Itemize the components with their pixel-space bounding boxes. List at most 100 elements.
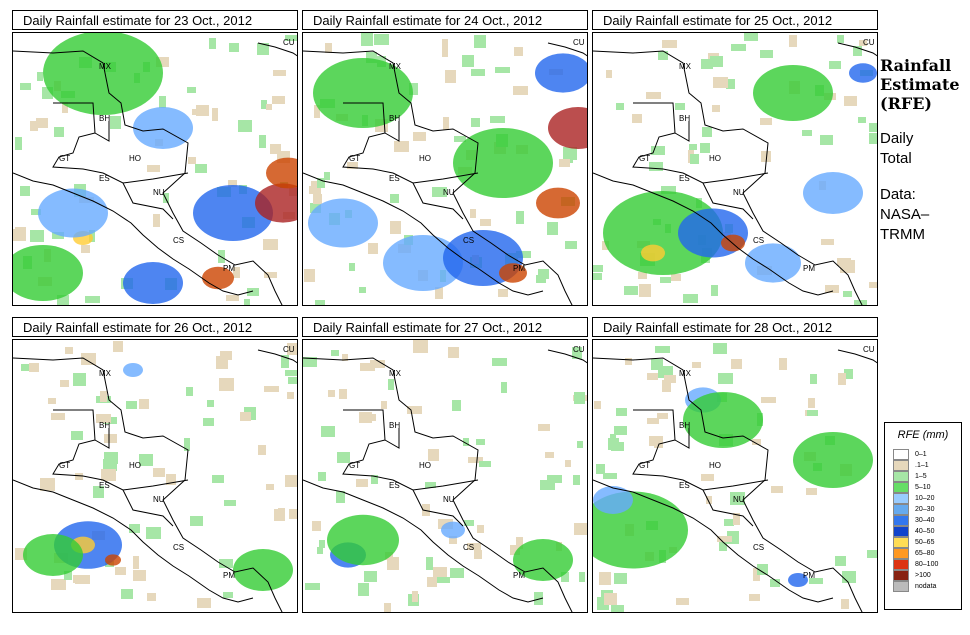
rain-cell xyxy=(810,374,817,384)
rainfall-map: MX BH GT HO ES NU CS PM CU xyxy=(12,339,298,613)
rain-cell xyxy=(449,536,457,544)
panel-title: Daily Rainfall estimate for 28 Oct., 201… xyxy=(592,317,878,337)
rain-cell xyxy=(646,92,661,99)
coastline-caribbean xyxy=(303,357,573,612)
rain-cell xyxy=(731,44,746,51)
rain-cell xyxy=(760,50,773,58)
rain-cell xyxy=(435,287,443,299)
panel-title: Daily Rainfall estimate for 26 Oct., 201… xyxy=(12,317,298,337)
rain-cell xyxy=(744,33,758,41)
period-line: Total xyxy=(880,150,912,167)
rain-cell xyxy=(289,509,297,519)
rain-cell xyxy=(100,391,107,402)
rain-cell xyxy=(325,43,332,53)
country-label-es: ES xyxy=(679,481,690,490)
rain-cell xyxy=(594,401,601,409)
rain-cell xyxy=(760,118,772,125)
rain-cell xyxy=(859,40,867,46)
rain-cell xyxy=(166,474,176,485)
rain-cell xyxy=(471,118,480,127)
country-label-bh: BH xyxy=(99,114,110,123)
rain-cell xyxy=(841,599,849,609)
legend-label: 30–40 xyxy=(915,517,935,524)
rain-cell xyxy=(139,399,149,409)
rain-cell xyxy=(690,154,699,164)
rain-cell xyxy=(75,473,83,480)
rain-cell xyxy=(462,55,474,67)
rain-layer xyxy=(15,341,297,608)
rain-cell xyxy=(266,484,274,490)
rain-cell xyxy=(443,117,449,130)
rain-cell xyxy=(655,346,670,353)
rain-cell xyxy=(413,132,426,141)
rain-cell xyxy=(658,51,668,60)
rain-cell xyxy=(266,104,272,110)
rain-cell xyxy=(359,412,372,423)
title-line: Rainfall xyxy=(880,56,952,75)
rain-cell xyxy=(492,358,507,366)
rain-cell xyxy=(228,180,237,187)
rain-cell xyxy=(96,414,111,423)
rain-blob xyxy=(233,549,293,591)
cuba-coast xyxy=(547,42,587,57)
legend-item: 50–65 xyxy=(893,537,938,548)
rain-cell xyxy=(311,181,317,193)
rain-cell xyxy=(40,478,55,491)
rain-cell xyxy=(625,358,632,365)
rain-cell xyxy=(219,559,233,568)
rain-cell xyxy=(159,96,166,108)
rain-cell xyxy=(593,273,602,280)
country-label-ho: HO xyxy=(419,461,431,470)
country-borders xyxy=(342,102,479,220)
legend-swatch xyxy=(893,493,909,504)
legend-label: 80–100 xyxy=(915,561,939,568)
rain-cell xyxy=(869,123,877,132)
rain-cell xyxy=(632,114,642,123)
country-label-gt: GT xyxy=(59,154,70,163)
country-label-cs: CS xyxy=(753,543,764,552)
country-label-cu: CU xyxy=(573,345,585,354)
rain-blob xyxy=(721,234,745,252)
rain-cell xyxy=(52,232,64,239)
legend-item: 40–50 xyxy=(893,526,938,537)
rain-cell xyxy=(869,282,877,288)
panel-title: Daily Rainfall estimate for 27 Oct., 201… xyxy=(302,317,588,337)
rain-blob xyxy=(536,187,580,219)
rain-cell xyxy=(480,219,491,226)
cuba-coast xyxy=(257,42,297,57)
rain-cell xyxy=(81,245,90,253)
country-label-gt: GT xyxy=(639,461,650,470)
legend-swatch xyxy=(893,570,909,581)
rain-cell xyxy=(101,469,116,481)
rain-cell xyxy=(717,536,732,542)
rain-cell xyxy=(463,438,469,446)
rain-cell xyxy=(616,103,624,110)
legend-swatch xyxy=(893,504,909,515)
rain-cell xyxy=(837,258,851,266)
rain-cell xyxy=(448,347,459,358)
rain-cell xyxy=(624,286,638,295)
country-label-pm: PM xyxy=(513,571,525,580)
rain-cell xyxy=(121,589,133,599)
country-label-gt: GT xyxy=(349,461,360,470)
source-line: Data: xyxy=(880,186,916,203)
rain-blob xyxy=(13,245,83,301)
rain-cell xyxy=(409,83,418,95)
country-label-bh: BH xyxy=(679,421,690,430)
rain-cell xyxy=(647,373,658,380)
rain-cell xyxy=(749,594,760,601)
rain-cell xyxy=(534,592,543,605)
rain-cell xyxy=(573,475,580,485)
rain-cell xyxy=(368,243,378,254)
rain-cell xyxy=(190,516,203,526)
rain-blob xyxy=(313,58,413,128)
rain-cell xyxy=(317,178,325,188)
country-label-nu: NU xyxy=(153,495,165,504)
rain-cell xyxy=(287,343,297,355)
rain-layer xyxy=(13,33,297,305)
title-line: Estimate xyxy=(880,75,960,94)
rain-cell xyxy=(390,221,401,234)
rain-cell xyxy=(516,537,523,549)
rain-cell xyxy=(427,577,437,587)
rain-cell xyxy=(689,144,697,150)
